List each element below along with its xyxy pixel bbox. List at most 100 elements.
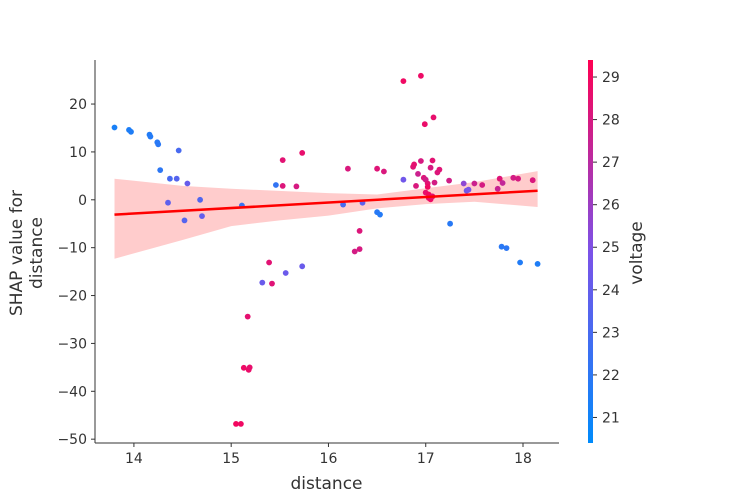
data-point	[244, 313, 251, 320]
data-point	[259, 279, 266, 286]
data-point	[128, 128, 134, 135]
y-tick-label: 0	[78, 193, 87, 209]
colorbar-tick-label: 24	[602, 283, 620, 299]
x-tick-label: 17	[417, 451, 435, 467]
y-tick-label: −10	[57, 241, 87, 257]
data-point	[436, 166, 443, 173]
data-point	[400, 78, 407, 84]
data-point	[269, 280, 275, 287]
data-point	[181, 217, 188, 224]
colorbar-tick-label: 26	[602, 198, 620, 214]
data-point	[157, 167, 164, 174]
data-point	[499, 180, 506, 186]
data-point	[498, 243, 505, 250]
data-point	[479, 182, 486, 188]
confidence-band-layer	[114, 171, 538, 259]
data-point	[293, 183, 300, 190]
data-point	[374, 165, 380, 172]
data-point	[240, 364, 247, 371]
data-point	[529, 177, 536, 184]
scatter-points-layer	[111, 72, 541, 427]
data-point	[246, 364, 253, 371]
data-point	[418, 72, 424, 79]
data-point	[279, 157, 286, 164]
data-point	[351, 248, 358, 255]
colorbar-tick-label: 22	[602, 368, 620, 384]
data-point	[460, 180, 467, 187]
data-point	[517, 259, 523, 266]
data-point	[424, 184, 431, 190]
colorbar-tick-label: 29	[602, 70, 620, 86]
trend-line	[114, 189, 538, 216]
data-point	[233, 421, 239, 427]
data-point	[471, 180, 478, 187]
y-tick-label: −40	[57, 384, 87, 400]
data-point	[411, 161, 417, 168]
y-tick-label: −50	[57, 432, 87, 448]
data-point	[503, 245, 510, 252]
data-point	[430, 114, 437, 121]
data-point	[356, 246, 363, 253]
data-point	[534, 261, 541, 267]
data-point	[175, 147, 182, 154]
data-point	[465, 186, 472, 193]
data-point	[418, 158, 424, 164]
data-point	[429, 157, 436, 164]
x-tick-label: 15	[222, 451, 240, 467]
colorbar-tick-label: 25	[602, 240, 620, 256]
data-point	[299, 263, 306, 270]
y-axis-title: SHAP value fordistance	[7, 190, 47, 316]
y-axis-title-line: distance	[27, 217, 47, 289]
x-axis-title: distance	[290, 474, 362, 494]
data-point	[199, 213, 205, 220]
y-tick-label: −30	[57, 336, 87, 352]
data-point	[279, 183, 286, 189]
data-point	[515, 175, 521, 182]
data-point	[173, 175, 180, 182]
data-point	[427, 164, 434, 171]
data-point	[400, 176, 407, 183]
data-point	[494, 185, 501, 192]
data-point	[447, 220, 453, 227]
data-point	[238, 421, 244, 427]
data-point	[377, 211, 383, 218]
data-point	[167, 175, 173, 182]
colorbar-title: voltage	[627, 221, 647, 285]
data-point	[282, 270, 289, 276]
y-tick-label: −20	[57, 289, 87, 305]
trend-line-layer	[114, 189, 538, 216]
data-point	[155, 141, 162, 148]
data-point	[356, 228, 363, 234]
data-point	[340, 201, 346, 208]
data-point	[147, 133, 154, 140]
x-tick-label: 14	[125, 451, 143, 467]
data-point	[266, 259, 272, 266]
data-point	[381, 168, 387, 175]
data-point	[496, 175, 503, 182]
data-point	[184, 180, 191, 187]
colorbar-tick-label: 23	[602, 325, 620, 341]
data-point	[111, 124, 118, 131]
confidence-band	[114, 171, 538, 259]
data-point	[446, 177, 452, 184]
colorbar: 21 22 23 24 25 26 27 28 29	[588, 60, 620, 443]
data-point	[273, 182, 279, 188]
data-point	[415, 171, 421, 177]
y-tick-label: 20	[69, 97, 87, 113]
data-point	[165, 199, 171, 206]
data-point	[197, 196, 204, 203]
data-point	[345, 165, 351, 172]
colorbar-gradient	[588, 60, 593, 443]
data-point	[413, 183, 419, 189]
colorbar-tick-label: 28	[602, 113, 620, 129]
x-tick-label: 16	[320, 451, 338, 467]
x-tick-label: 18	[514, 451, 532, 467]
data-point	[510, 174, 517, 181]
y-tick-label: 10	[69, 145, 87, 161]
data-point	[431, 179, 438, 186]
axes-layer: 14 15 16 17 18 20 10 0 −10 −20 −30 −40 −50	[57, 60, 559, 467]
colorbar-tick-label: 27	[602, 155, 620, 171]
y-axis-title-line: SHAP value for	[7, 190, 27, 316]
